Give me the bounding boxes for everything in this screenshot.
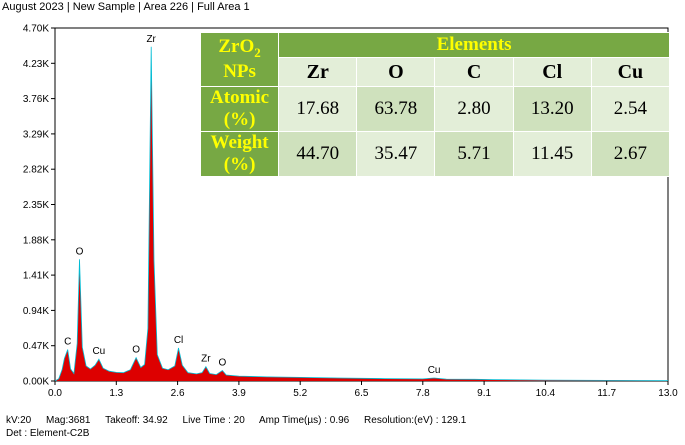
y-tick-label: 0.94K xyxy=(23,306,49,317)
column-header-c: C xyxy=(434,57,514,87)
footer-detector: Det : Element-C2B xyxy=(6,428,90,439)
corner-label-subscript: 2 xyxy=(254,44,261,60)
row-label-atomic: Atomic (%) xyxy=(199,86,280,132)
peak-label: O xyxy=(76,246,84,257)
x-tick-label: 9.1 xyxy=(477,388,491,399)
cell-weight-c: 5.71 xyxy=(434,131,514,177)
cell-weight-cl: 11.45 xyxy=(512,131,592,177)
footer-amp-time: Amp Time(µs) : 0.96 xyxy=(259,415,350,426)
y-tick-label: 3.76K xyxy=(23,94,49,105)
column-header-zr: Zr xyxy=(278,57,358,87)
x-tick-label: 10.4 xyxy=(536,388,556,399)
x-tick-label: 2.6 xyxy=(171,388,185,399)
cell-weight-cu: 2.67 xyxy=(590,131,671,177)
elements-header: Elements xyxy=(278,32,670,58)
peak-label: O xyxy=(132,345,140,356)
acquisition-footer: kV:20 Mag:3681 Takeoff: 34.92 Live Time … xyxy=(6,414,478,440)
corner-label-text: ZrO xyxy=(218,36,255,58)
x-tick-label: 7.8 xyxy=(416,388,430,399)
spectrum-line xyxy=(54,46,669,382)
footer-parameters: kV:20 Mag:3681 Takeoff: 34.92 Live Time … xyxy=(6,414,478,427)
y-tick-label: 3.29K xyxy=(23,129,49,140)
peak-label: Cu xyxy=(428,365,441,376)
row-label-weight: Weight (%) xyxy=(199,131,280,177)
cell-atomic-zr: 17.68 xyxy=(278,86,358,132)
sample-header: August 2023 | New Sample | Area 226 | Fu… xyxy=(2,1,250,13)
x-tick-label: 1.3 xyxy=(109,388,123,399)
plot-area: 0.00K 0.47K 0.94K 1.41K 1.88K 2.35K 2.82K 3.29K… xyxy=(23,24,678,400)
column-header-o: O xyxy=(356,57,436,87)
peak-label: Zr xyxy=(201,354,211,365)
footer-live-time: Live Time : 20 xyxy=(182,415,245,426)
cell-weight-zr: 44.70 xyxy=(278,131,358,177)
footer-mag: Mag:3681 xyxy=(45,415,91,426)
y-tick-label: 0.00K xyxy=(23,377,49,388)
x-tick-label: 13.0 xyxy=(658,388,678,399)
cell-atomic-cu: 2.54 xyxy=(590,86,671,132)
y-tick-label: 2.35K xyxy=(23,200,49,211)
peak-label: Cl xyxy=(174,335,183,346)
y-tick-label: 2.82K xyxy=(23,165,49,176)
column-header-cu: Cu xyxy=(590,57,671,87)
peak-label: O xyxy=(219,357,227,368)
y-tick-label: 1.88K xyxy=(23,235,49,246)
elements-composition-table: ZrO2 NPs Elements Zr O C Cl Cu Atomic (%… xyxy=(199,32,671,177)
cell-atomic-o: 63.78 xyxy=(356,86,436,132)
cell-weight-o: 35.47 xyxy=(356,131,436,177)
footer-kv: kV:20 xyxy=(6,415,32,426)
peak-label: Cu xyxy=(92,346,105,357)
table-row-atomic: Atomic (%) 17.68 63.78 2.80 13.20 2.54 xyxy=(199,86,671,132)
x-tick-label: 5.2 xyxy=(293,388,307,399)
footer-resolution: Resolution:(eV) : 129.1 xyxy=(364,415,467,426)
y-tick-label: 1.41K xyxy=(23,271,49,282)
cell-atomic-cl: 13.20 xyxy=(512,86,592,132)
peak-label: C xyxy=(64,336,71,347)
x-tick-label: 3.9 xyxy=(232,388,246,399)
table-row-weight: Weight (%) 44.70 35.47 5.71 11.45 2.67 xyxy=(199,131,671,177)
table-corner-label: ZrO2 NPs xyxy=(199,32,280,87)
peak-label: Zr xyxy=(146,34,156,45)
x-tick-label: 11.7 xyxy=(597,388,616,399)
y-tick-label: 4.70K xyxy=(23,24,49,35)
column-header-cl: Cl xyxy=(512,57,592,87)
y-tick-label: 0.47K xyxy=(23,341,49,352)
x-tick-label: 6.5 xyxy=(355,388,369,399)
x-tick-label: 0.0 xyxy=(48,388,62,399)
footer-takeoff: Takeoff: 34.92 xyxy=(105,415,168,426)
corner-label-suffix: NPs xyxy=(223,60,256,82)
cell-atomic-c: 2.80 xyxy=(434,86,514,132)
y-tick-label: 4.23K xyxy=(23,59,49,70)
eds-spectrum-chart: 0.00K 0.47K 0.94K 1.41K 1.88K 2.35K 2.82K 3.29K… xyxy=(23,24,678,400)
